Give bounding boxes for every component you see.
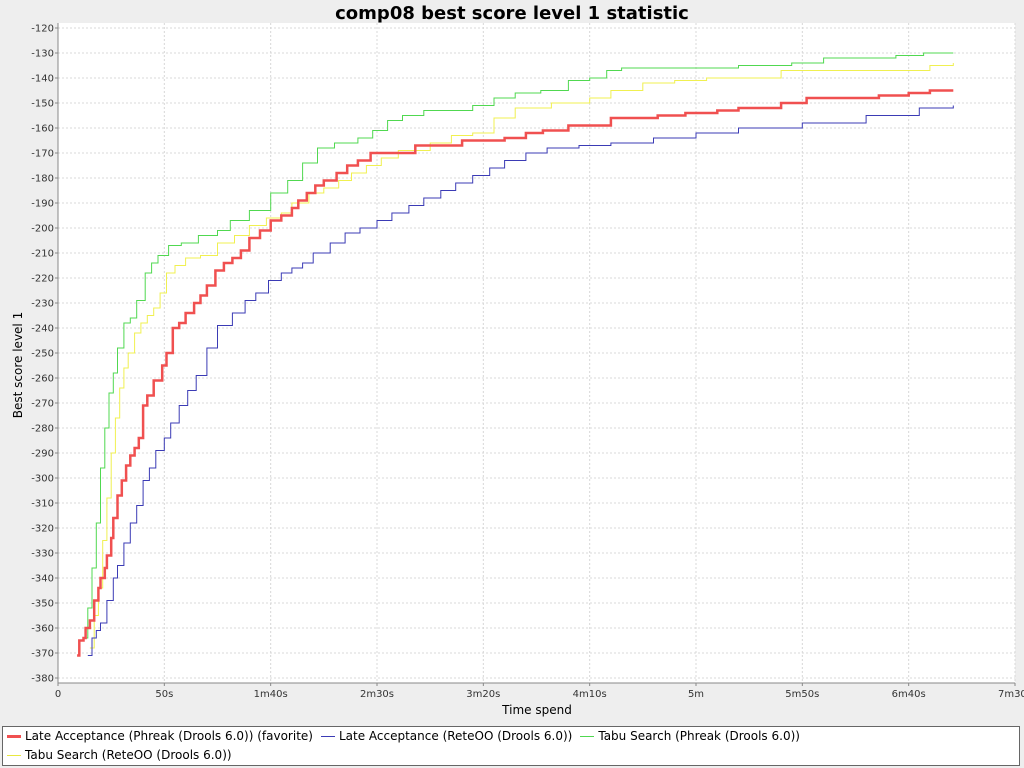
- chart-title: comp08 best score level 1 statistic: [335, 3, 689, 24]
- legend-swatch-ts-phreak: [580, 735, 595, 737]
- series-line-1: [87, 105, 954, 656]
- legend-item-ts-reteoo: Tabu Search (RetеOO (Drools 6.0)): [7, 748, 232, 762]
- x-tick-label: 7m30s: [998, 689, 1024, 700]
- y-tick-label: -310: [31, 499, 54, 510]
- series-lines: [77, 52, 954, 657]
- legend: Late Acceptance (Phreak (Drools 6.0)) (f…: [2, 726, 1020, 766]
- y-tick-label: -180: [31, 174, 54, 185]
- chart: comp08 best score level 1 statistic -380…: [11, 3, 1024, 717]
- y-tick-label: -350: [31, 599, 54, 610]
- legend-swatch-la-phreak: [7, 734, 21, 738]
- y-tick-label: -200: [31, 224, 54, 235]
- y-tick-label: -170: [31, 149, 54, 160]
- y-tick-label: -130: [31, 49, 54, 60]
- legend-label-ts-reteoo: Tabu Search (RetеOO (Drools 6.0)): [25, 748, 232, 762]
- x-tick-label: 2m30s: [360, 689, 394, 700]
- y-axis-label: Best score level 1: [11, 312, 25, 418]
- legend-label-la-phreak: Late Acceptance (Phreak (Drools 6.0)) (f…: [25, 729, 313, 743]
- series-line-2: [83, 52, 954, 639]
- y-tick-label: -160: [31, 124, 54, 135]
- y-tick-label: -280: [31, 424, 54, 435]
- series-line-0: [77, 89, 954, 657]
- legend-item-ts-phreak: Tabu Search (Phreak (Drools 6.0)): [580, 729, 800, 743]
- x-tick-label: 3m20s: [466, 689, 500, 700]
- y-tick-label: -270: [31, 399, 54, 410]
- x-axis-ticks: 0 50s 1m40s 2m30s 3m20s 4m10s 5m 5m50s 6m40s 7m30…: [55, 683, 1024, 700]
- y-tick-label: -120: [31, 24, 54, 35]
- legend-swatch-ts-reteoo: [7, 754, 21, 756]
- legend-item-la-reteoo: Late Acceptance (RetеOO (Drools 6.0)): [320, 729, 573, 743]
- legend-row-1: Late Acceptance (Phreak (Drools 6.0)) (f…: [7, 727, 808, 745]
- y-tick-label: -340: [31, 574, 54, 585]
- x-tick-label: 4m10s: [573, 689, 607, 700]
- y-tick-label: -150: [31, 99, 54, 110]
- x-tick-label: 5m: [688, 689, 704, 700]
- y-tick-label: -190: [31, 199, 54, 210]
- y-tick-label: -230: [31, 299, 54, 310]
- y-tick-label: -300: [31, 474, 54, 485]
- y-tick-label: -360: [31, 624, 54, 635]
- x-tick-label: 0: [55, 689, 61, 700]
- y-tick-label: -140: [31, 74, 54, 85]
- x-tick-label: 1m40s: [254, 689, 288, 700]
- y-tick-label: -370: [31, 649, 54, 660]
- legend-item-la-phreak: Late Acceptance (Phreak (Drools 6.0)) (f…: [7, 729, 313, 743]
- legend-label-ts-phreak: Tabu Search (Phreak (Drools 6.0)): [598, 729, 800, 743]
- legend-row-2: Tabu Search (RetеOO (Drools 6.0)): [7, 746, 240, 764]
- legend-swatch-la-reteoo: [320, 735, 335, 737]
- y-tick-label: -380: [31, 674, 54, 685]
- y-tick-label: -330: [31, 549, 54, 560]
- y-tick-label: -290: [31, 449, 54, 460]
- y-tick-label: -260: [31, 374, 54, 385]
- legend-label-la-reteoo: Late Acceptance (RetеOO (Drools 6.0)): [338, 729, 573, 743]
- x-axis-label: Time spend: [501, 703, 572, 717]
- y-tick-label: -320: [31, 524, 54, 535]
- y-tick-label: -240: [31, 324, 54, 335]
- y-tick-label: -220: [31, 274, 54, 285]
- y-tick-label: -250: [31, 349, 54, 360]
- x-tick-label: 50s: [155, 689, 173, 700]
- y-axis-ticks: -380 -370 -360 -350 -340 -330 -320 -310 -300 -290…: [31, 24, 58, 685]
- x-tick-label: 5m50s: [785, 689, 819, 700]
- x-tick-label: 6m40s: [892, 689, 926, 700]
- y-tick-label: -210: [31, 249, 54, 260]
